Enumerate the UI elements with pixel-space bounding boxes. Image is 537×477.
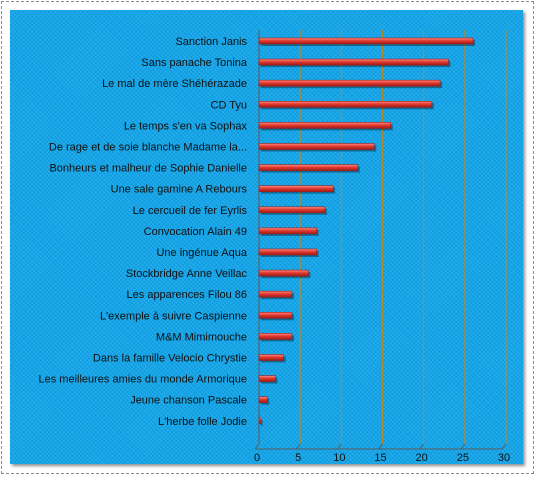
category-label-2: Sans panache Tonina: [141, 57, 247, 69]
bar-8: [258, 185, 334, 192]
bar-2: [258, 58, 449, 66]
category-label-13: Les apparences Filou 86: [127, 289, 247, 301]
bar-7: [258, 164, 359, 171]
bar-12: [258, 269, 309, 277]
category-label-15: M&M Mimimouche: [156, 331, 247, 343]
bar-17: [258, 375, 276, 382]
gridline-floor-0: [254, 443, 260, 450]
category-label-8: Une sale gamine A Rebours: [111, 184, 248, 196]
bar-16: [258, 354, 285, 361]
bar-14: [258, 311, 293, 319]
bar-5: [258, 122, 392, 129]
gridline-floor-20: [419, 443, 425, 450]
bar-4: [258, 101, 433, 108]
category-label-3: Le mal de mère Shéhérazade: [102, 78, 247, 90]
category-label-10: Convocation Alain 49: [144, 226, 247, 238]
x-tick-label-30: 30: [498, 452, 510, 464]
x-tick-label-25: 25: [457, 452, 469, 464]
x-tick-label-5: 5: [295, 452, 301, 464]
x-tick-label-15: 15: [374, 452, 386, 464]
gridline-floor-5: [295, 443, 301, 450]
bar-11: [258, 248, 317, 256]
bar-19: [258, 417, 261, 425]
bar-3: [258, 79, 441, 87]
category-label-5: Le temps s'en va Sophax: [124, 120, 248, 132]
x-tick-label-10: 10: [333, 452, 345, 464]
bar-18: [258, 396, 268, 404]
gridline-floor-15: [378, 443, 383, 450]
bar-9: [258, 206, 326, 214]
category-label-14: L'exemple à suivre Caspienne: [100, 310, 247, 322]
x-tick-label-0: 0: [254, 452, 260, 464]
bar-10: [258, 227, 317, 235]
category-label-6: De rage et de soie blanche Madame la...: [49, 142, 247, 154]
category-label-17: Les meilleures amies du monde Armorique: [39, 374, 248, 386]
gridline-floor-25: [460, 443, 466, 450]
gridline-floor-10: [336, 443, 342, 450]
bar-6: [258, 143, 375, 150]
category-label-7: Bonheurs et malheur de Sophie Danielle: [49, 163, 247, 175]
bar-1: [258, 37, 474, 45]
gridline-floor-30: [501, 443, 507, 450]
bar-13: [258, 290, 293, 298]
category-label-1: Sanction Janis: [175, 36, 247, 48]
category-label-11: Une ingénue Aqua: [156, 247, 247, 259]
category-label-18: Jeune chanson Pascale: [130, 395, 247, 407]
bar-shadow-19: [261, 419, 263, 426]
x-tick-label-20: 20: [416, 452, 428, 464]
bar-15: [258, 333, 293, 340]
category-label-16: Dans la famille Velocio Chrystie: [93, 353, 247, 365]
category-label-4: CD Tyu: [211, 99, 247, 111]
category-label-9: Le cercueil de fer Eyrlis: [133, 205, 248, 217]
category-label-19: L'herbe folle Jodie: [158, 416, 247, 428]
category-label-12: Stockbridge Anne Veillac: [126, 268, 248, 280]
